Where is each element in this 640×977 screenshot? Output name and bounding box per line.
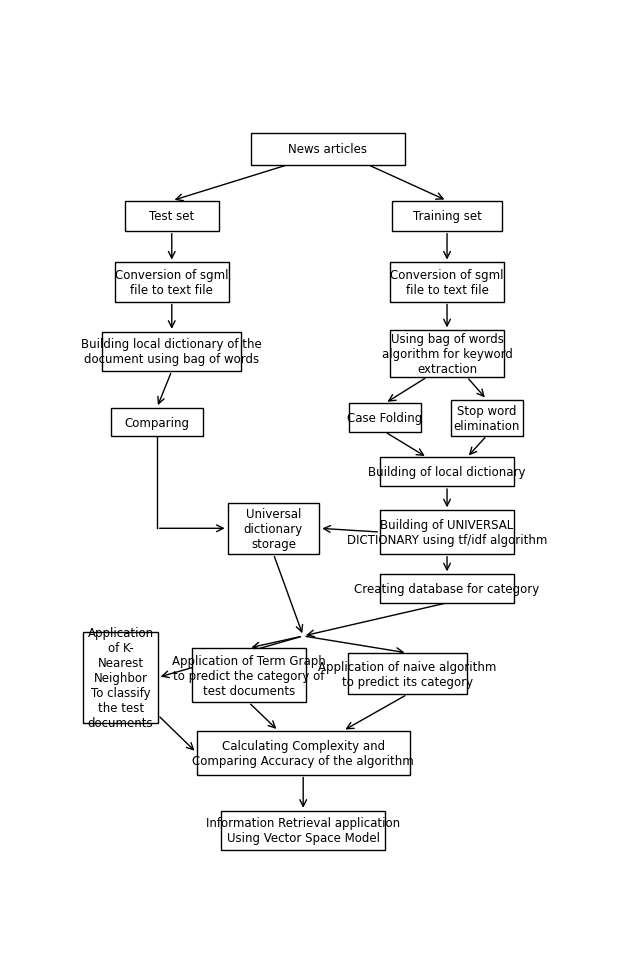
Text: Application of Term Graph
to predict the category of
test documents: Application of Term Graph to predict the…: [172, 654, 326, 697]
Text: Application of naive algorithm
to predict its category: Application of naive algorithm to predic…: [318, 659, 497, 688]
FancyBboxPatch shape: [390, 331, 504, 377]
FancyBboxPatch shape: [349, 404, 421, 433]
FancyBboxPatch shape: [102, 332, 241, 371]
Text: Training set: Training set: [413, 210, 481, 223]
FancyBboxPatch shape: [348, 654, 467, 695]
Text: Calculating Complexity and
Comparing Accuracy of the algorithm: Calculating Complexity and Comparing Acc…: [193, 739, 414, 767]
Text: Test set: Test set: [149, 210, 195, 223]
FancyBboxPatch shape: [191, 649, 306, 702]
FancyBboxPatch shape: [228, 503, 319, 554]
FancyBboxPatch shape: [392, 201, 502, 232]
Text: Using bag of words
algorithm for keyword
extraction: Using bag of words algorithm for keyword…: [381, 333, 513, 376]
Text: Comparing: Comparing: [124, 416, 189, 429]
Text: Application
of K-
Nearest
Neighbor
To classify
the test
documents: Application of K- Nearest Neighbor To cl…: [88, 626, 154, 729]
FancyBboxPatch shape: [221, 811, 385, 850]
Text: Information Retrieval application
Using Vector Space Model: Information Retrieval application Using …: [206, 817, 400, 844]
FancyBboxPatch shape: [380, 511, 514, 554]
FancyBboxPatch shape: [390, 263, 504, 302]
Text: Stop word
elimination: Stop word elimination: [454, 404, 520, 432]
FancyBboxPatch shape: [111, 408, 203, 437]
Text: Universal
dictionary
storage: Universal dictionary storage: [244, 507, 303, 550]
Text: Conversion of sgml
file to text file: Conversion of sgml file to text file: [390, 269, 504, 297]
Text: Building of UNIVERSAL
DICTIONARY using tf/idf algorithm: Building of UNIVERSAL DICTIONARY using t…: [347, 519, 547, 546]
Text: Building of local dictionary: Building of local dictionary: [368, 466, 526, 479]
Text: Conversion of sgml
file to text file: Conversion of sgml file to text file: [115, 269, 228, 297]
FancyBboxPatch shape: [196, 731, 410, 775]
FancyBboxPatch shape: [251, 134, 405, 165]
FancyBboxPatch shape: [451, 401, 523, 436]
FancyBboxPatch shape: [83, 632, 158, 723]
Text: Case Folding: Case Folding: [348, 411, 422, 425]
FancyBboxPatch shape: [125, 201, 219, 232]
Text: Creating database for category: Creating database for category: [355, 582, 540, 595]
FancyBboxPatch shape: [115, 263, 229, 302]
Text: Building local dictionary of the
document using bag of words: Building local dictionary of the documen…: [81, 338, 262, 366]
FancyBboxPatch shape: [380, 574, 514, 603]
Text: News articles: News articles: [289, 143, 367, 156]
FancyBboxPatch shape: [380, 458, 514, 487]
